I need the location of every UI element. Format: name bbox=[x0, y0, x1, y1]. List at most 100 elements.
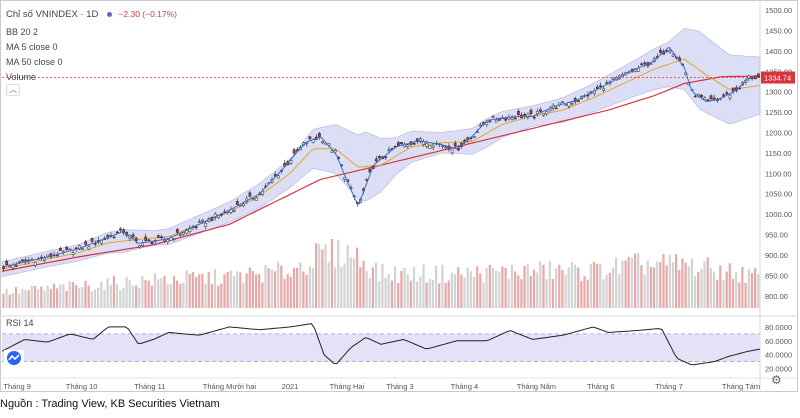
volume-bar bbox=[548, 260, 551, 308]
price-tick-label: 850.00 bbox=[765, 271, 788, 280]
candle-body bbox=[87, 246, 91, 250]
volume-bar bbox=[416, 281, 419, 308]
candle-body bbox=[526, 113, 530, 118]
volume-bar bbox=[580, 281, 583, 308]
candle-body bbox=[693, 95, 697, 98]
legend-volume[interactable]: Volume bbox=[6, 72, 37, 82]
candle-body bbox=[703, 97, 707, 100]
volume-bar bbox=[74, 285, 78, 308]
price-tick-label: 1400.00 bbox=[765, 47, 792, 56]
volume-bar bbox=[463, 277, 466, 308]
volume-bar bbox=[8, 294, 11, 308]
volume-bar bbox=[305, 275, 308, 308]
volume-bar bbox=[678, 270, 681, 308]
volume-bar bbox=[157, 279, 160, 308]
volume-bar bbox=[296, 267, 299, 308]
volume-bar bbox=[555, 268, 558, 308]
candle-body bbox=[122, 229, 125, 234]
candle-body bbox=[640, 63, 643, 66]
volume-bar bbox=[738, 282, 741, 308]
volume-bar bbox=[520, 279, 523, 308]
volume-bar bbox=[24, 289, 27, 308]
legend-ma5[interactable]: MA 5 close 0 bbox=[6, 42, 58, 52]
volume-bar bbox=[605, 274, 608, 308]
volume-bar bbox=[514, 271, 517, 308]
candle-body bbox=[643, 62, 647, 65]
price-tick-label: 1050.00 bbox=[765, 190, 792, 199]
price-change: −2.30 (−0.17%) bbox=[118, 9, 178, 19]
candle-body bbox=[542, 113, 545, 116]
candle-body bbox=[18, 261, 21, 263]
rsi-tick-label: 40.0000 bbox=[765, 351, 792, 360]
price-tick-label: 1450.00 bbox=[765, 26, 792, 35]
candle-body bbox=[564, 103, 568, 106]
volume-bar bbox=[441, 264, 444, 308]
candle-body bbox=[757, 73, 760, 78]
volume-bar bbox=[188, 274, 191, 308]
volume-bar bbox=[97, 287, 100, 308]
vnindex-chart[interactable]: 1500.001450.001400.001350.001300.001250.… bbox=[0, 0, 800, 392]
candle-body bbox=[242, 203, 245, 207]
volume-bar bbox=[166, 284, 169, 308]
volume-bar bbox=[735, 272, 738, 308]
volume-bar bbox=[469, 271, 472, 308]
time-axis-label: Tháng 10 bbox=[66, 382, 98, 391]
volume-bar bbox=[59, 284, 62, 308]
volume-bar bbox=[719, 265, 722, 308]
rsi-line bbox=[1, 323, 761, 366]
candle-body bbox=[510, 117, 514, 120]
chart-title-legend: Chỉ số VNINDEX · 1D −2.30 (−0.17%) bbox=[6, 9, 177, 20]
candle-body bbox=[68, 248, 72, 251]
volume-bar bbox=[106, 278, 109, 308]
volume-bar bbox=[289, 276, 292, 308]
volume-bar bbox=[138, 287, 141, 308]
volume-bar bbox=[393, 266, 397, 308]
candle-body bbox=[602, 88, 606, 91]
candle-body bbox=[179, 234, 182, 236]
volume-bar bbox=[504, 268, 507, 308]
volume-bar bbox=[267, 268, 270, 308]
volume-bar bbox=[687, 266, 690, 308]
legend-bb[interactable]: BB 20 2 bbox=[6, 27, 39, 37]
volume-bar bbox=[744, 283, 747, 308]
ma5-line bbox=[1, 46, 760, 268]
gear-icon[interactable]: ⚙ bbox=[771, 373, 782, 387]
volume-bar bbox=[532, 269, 536, 308]
candle-body bbox=[472, 136, 476, 138]
candle-body bbox=[595, 86, 599, 89]
rsi-tick-label: 80.0000 bbox=[765, 323, 792, 332]
candle-body bbox=[160, 236, 163, 239]
candle-body bbox=[671, 54, 675, 57]
volume-bar bbox=[608, 272, 611, 308]
time-axis-label: Tháng 11 bbox=[134, 382, 165, 391]
candle-body bbox=[33, 262, 37, 266]
volume-bar bbox=[419, 276, 422, 308]
legend-ma50[interactable]: MA 50 close 0 bbox=[6, 57, 63, 67]
volume-bar bbox=[630, 257, 634, 308]
volume-bar bbox=[447, 280, 450, 308]
volume-bar bbox=[286, 274, 289, 308]
volume-bar bbox=[248, 267, 251, 308]
time-axis-label: Tháng Tám bbox=[722, 382, 760, 391]
volume-bar bbox=[637, 253, 640, 308]
volume-bar bbox=[731, 279, 735, 308]
candle-body bbox=[605, 82, 609, 84]
candle-body bbox=[318, 133, 321, 137]
rsi-legend[interactable]: RSI 14 bbox=[6, 318, 34, 328]
volume-bar bbox=[56, 288, 59, 308]
candle-body bbox=[665, 50, 669, 52]
candle-body bbox=[425, 143, 429, 147]
volume-bar bbox=[153, 272, 157, 308]
volume-bar bbox=[431, 280, 435, 308]
candle-body bbox=[289, 160, 293, 164]
time-axis-label: Tháng 3 bbox=[386, 382, 414, 391]
candle-body bbox=[529, 109, 533, 114]
volume-bar bbox=[273, 271, 277, 308]
candle-body bbox=[261, 191, 264, 195]
volume-bar bbox=[495, 270, 498, 308]
collapse-legend-button[interactable]: ︿ bbox=[6, 84, 20, 96]
volume-bar bbox=[586, 279, 589, 308]
volume-bar bbox=[318, 244, 321, 308]
volume-bar bbox=[621, 260, 624, 308]
volume-bar bbox=[706, 257, 709, 308]
